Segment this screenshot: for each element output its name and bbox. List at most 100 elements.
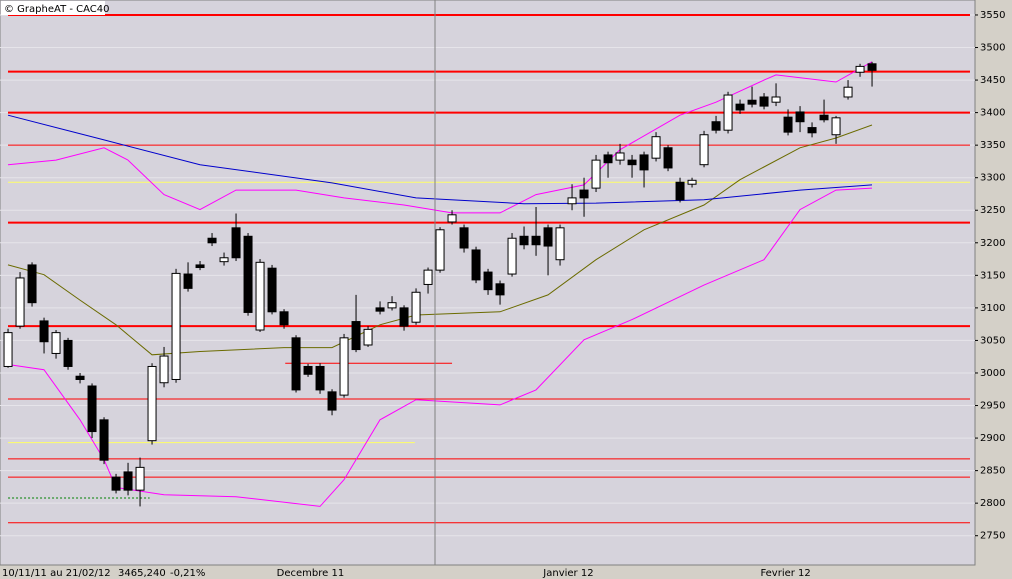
candle-body: [267, 267, 277, 313]
candle-body: [831, 117, 841, 136]
candle-body: [699, 134, 709, 166]
candle-body: [243, 235, 253, 313]
candle-body: [327, 391, 337, 411]
y-tick-label: 3100: [980, 303, 1005, 314]
candle-body: [375, 307, 385, 312]
candle-body: [783, 116, 793, 133]
x-tick-label: Janvier 12: [542, 568, 593, 579]
plot: [0, 13, 975, 537]
candle-body: [687, 179, 697, 185]
candle-body: [591, 159, 601, 189]
candle-body: [171, 272, 181, 380]
y-tick-label: 3000: [980, 368, 1005, 379]
candle-body: [183, 273, 193, 289]
candle-body: [195, 264, 205, 269]
candle-body: [519, 235, 529, 246]
candle-body: [507, 237, 517, 275]
candle-body: [219, 257, 229, 263]
candle-body: [99, 419, 109, 461]
candle-body: [3, 332, 13, 367]
candle-body: [291, 337, 301, 391]
candle-body: [483, 271, 493, 291]
y-tick-label: 3400: [980, 108, 1005, 119]
candle-body: [423, 269, 433, 285]
chart-title: © GrapheAT - CAC40: [4, 4, 110, 15]
candle-body: [627, 159, 637, 166]
candle-body: [819, 114, 829, 121]
last-value: 3465,240: [118, 568, 166, 579]
candle-body: [771, 96, 781, 103]
overlay-line: [7, 114, 873, 205]
candle-body: [411, 291, 421, 323]
overlay-line: [7, 187, 873, 507]
candle-body: [39, 320, 49, 343]
candle-body: [663, 147, 673, 169]
candle-body: [135, 466, 145, 491]
candle-body: [123, 471, 133, 491]
candle-body: [159, 355, 169, 384]
candle-body: [747, 99, 757, 105]
candle-body: [555, 227, 565, 261]
candle-body: [351, 321, 361, 351]
candle-body: [315, 365, 325, 391]
candle-body: [567, 197, 577, 205]
candle-body: [795, 111, 805, 123]
y-tick-label: 2850: [980, 466, 1005, 477]
candle-body: [339, 337, 349, 396]
candle-body: [255, 261, 265, 331]
candle-body: [615, 152, 625, 161]
candle-body: [435, 229, 445, 271]
candle-body: [675, 181, 685, 201]
candle-body: [363, 328, 373, 346]
candle-body: [867, 63, 877, 71]
candle-body: [723, 94, 733, 131]
y-tick-label: 2950: [980, 401, 1005, 412]
candle-body: [447, 214, 457, 223]
period: 10/11/11 au 21/02/12: [2, 568, 111, 579]
candle-body: [471, 249, 481, 281]
candle-body: [531, 235, 541, 246]
candle-body: [231, 227, 241, 259]
candle-body: [855, 65, 865, 73]
candle-body: [303, 365, 313, 375]
y-tick-label: 3050: [980, 335, 1005, 346]
candle-body: [63, 339, 73, 367]
candle-body: [711, 121, 721, 131]
candle-body: [639, 154, 649, 171]
candle-body: [807, 127, 817, 134]
candle-body: [459, 227, 469, 249]
title-box: [1, 1, 105, 15]
y-tick-label: 2900: [980, 433, 1005, 444]
y-tick-label: 2750: [980, 531, 1005, 542]
candle-body: [27, 264, 37, 304]
candle-body: [579, 189, 589, 199]
y-tick-label: 2800: [980, 498, 1005, 509]
candle-body: [603, 154, 613, 164]
y-tick-label: 3250: [980, 205, 1005, 216]
candle-body: [843, 86, 853, 98]
candle-body: [87, 385, 97, 433]
candle-body: [15, 277, 25, 327]
candle-body: [75, 375, 85, 380]
candle-body: [735, 103, 745, 111]
y-tick-label: 3200: [980, 238, 1005, 249]
y-tick-label: 3500: [980, 43, 1005, 54]
candle-body: [111, 476, 121, 491]
y-tick-label: 3150: [980, 270, 1005, 281]
x-tick-label: Decembre 11: [277, 568, 345, 579]
change: -0,21%: [170, 568, 205, 579]
candle-body: [399, 307, 409, 327]
y-tick-label: 3550: [980, 10, 1005, 21]
candle-body: [279, 311, 289, 326]
candle-body: [207, 237, 217, 244]
y-tick-label: 3350: [980, 140, 1005, 151]
candle-body: [51, 332, 61, 354]
y-tick-label: 3450: [980, 75, 1005, 86]
candle-body: [651, 136, 661, 159]
candle-body: [759, 96, 769, 107]
x-tick-label: Fevrier 12: [760, 568, 810, 579]
candle-body: [387, 302, 397, 309]
candle-body: [495, 283, 505, 296]
